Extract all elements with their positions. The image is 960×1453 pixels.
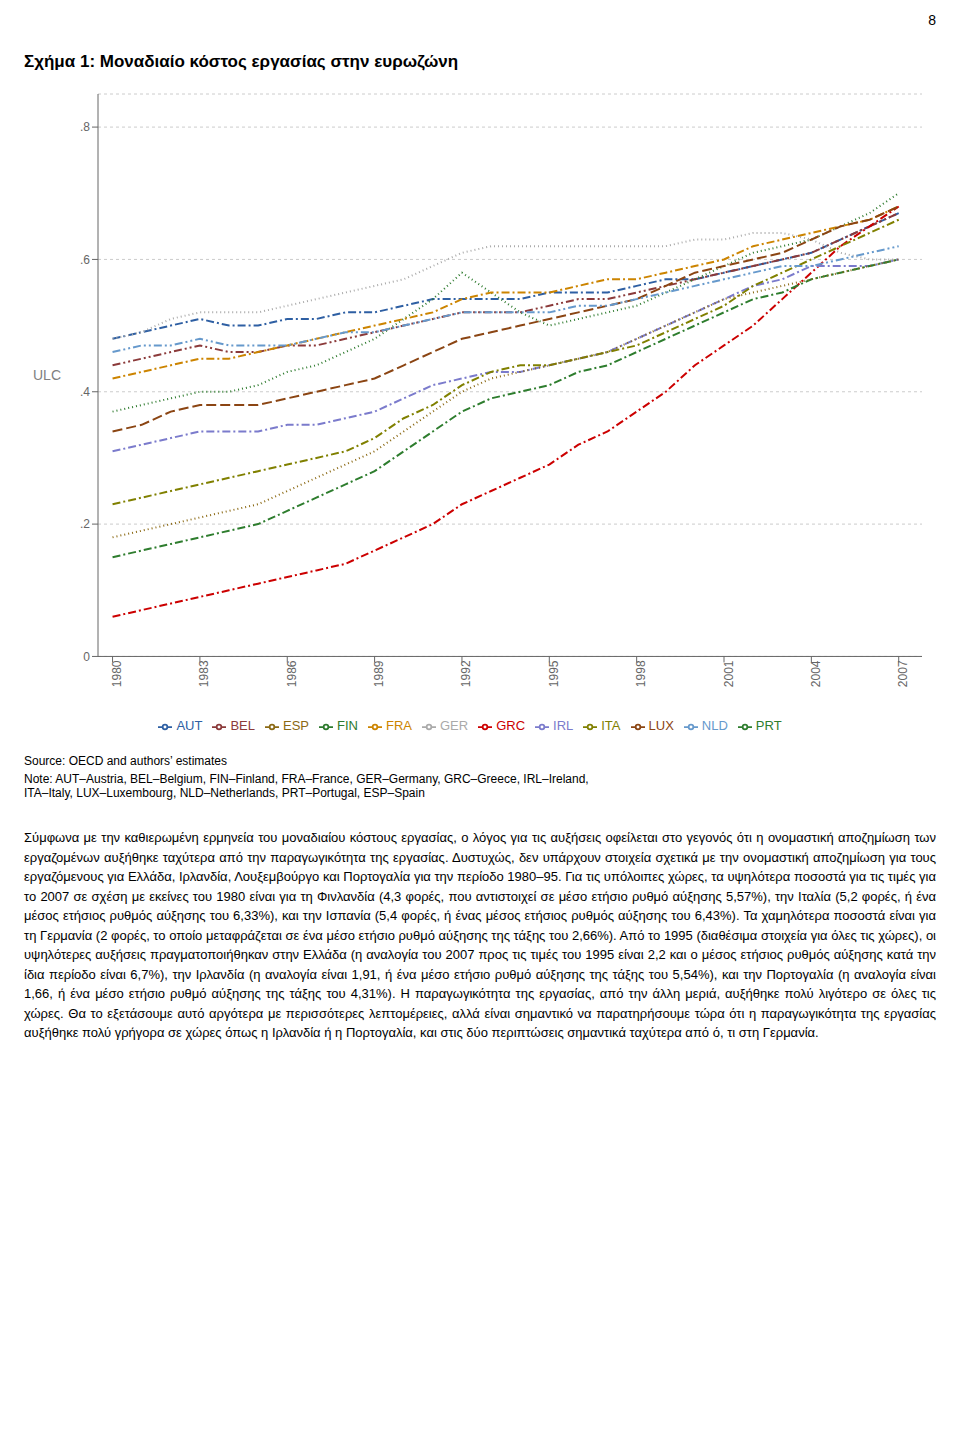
html-text:AUT: AUT xyxy=(176,718,203,734)
svg-text:1995: 1995 xyxy=(547,660,561,687)
html-text:BEL: BEL xyxy=(230,718,255,734)
svg-text:1986: 1986 xyxy=(285,660,299,687)
html-text:Σύμφωνα με την καθιερωμένη ερμ: Σύμφωνα με την καθιερωμένη ερμηνεία του … xyxy=(24,830,936,1040)
html-text:8: 8 xyxy=(928,12,936,28)
html-text:IRL: IRL xyxy=(553,718,574,734)
svg-text:1998: 1998 xyxy=(634,660,648,687)
html-text:Source: OECD and authors’ esti: Source: OECD and authors’ estimates xyxy=(24,754,227,768)
html-text:NLD: NLD xyxy=(701,718,728,734)
html-text:LUX: LUX xyxy=(648,718,674,734)
svg-text:.6: .6 xyxy=(80,253,90,267)
svg-text:2007: 2007 xyxy=(896,660,910,687)
html-text:GER: GER xyxy=(440,718,469,734)
html-text:FRA: FRA xyxy=(386,718,412,734)
svg-text:2004: 2004 xyxy=(809,660,823,687)
svg-text:.4: .4 xyxy=(80,385,90,399)
html-text:Note: AUT–Austria, BEL–Belgium: Note: AUT–Austria, BEL–Belgium, FIN–Finl… xyxy=(24,772,589,800)
html-text:ITA: ITA xyxy=(601,718,621,734)
svg-text:1989: 1989 xyxy=(372,660,386,687)
svg-text:2001: 2001 xyxy=(722,660,736,687)
svg-text:1980: 1980 xyxy=(110,660,124,687)
svg-text:.8: .8 xyxy=(80,120,90,134)
html-text:PRT: PRT xyxy=(755,718,782,734)
svg-text:1983: 1983 xyxy=(197,660,211,687)
html-text:FIN: FIN xyxy=(337,718,358,734)
svg-text:.2: .2 xyxy=(80,517,90,531)
html-text:Σχήμα 1: Μοναδιαίο κόστος εργα: Σχήμα 1: Μοναδιαίο κόστος εργασίας στην … xyxy=(24,52,459,71)
html-text:GRC: GRC xyxy=(496,718,525,734)
svg-text:1992: 1992 xyxy=(459,660,473,687)
svg-text:0: 0 xyxy=(83,650,90,664)
svg-text:ULC: ULC xyxy=(33,367,61,383)
html-text:ESP: ESP xyxy=(283,718,309,734)
